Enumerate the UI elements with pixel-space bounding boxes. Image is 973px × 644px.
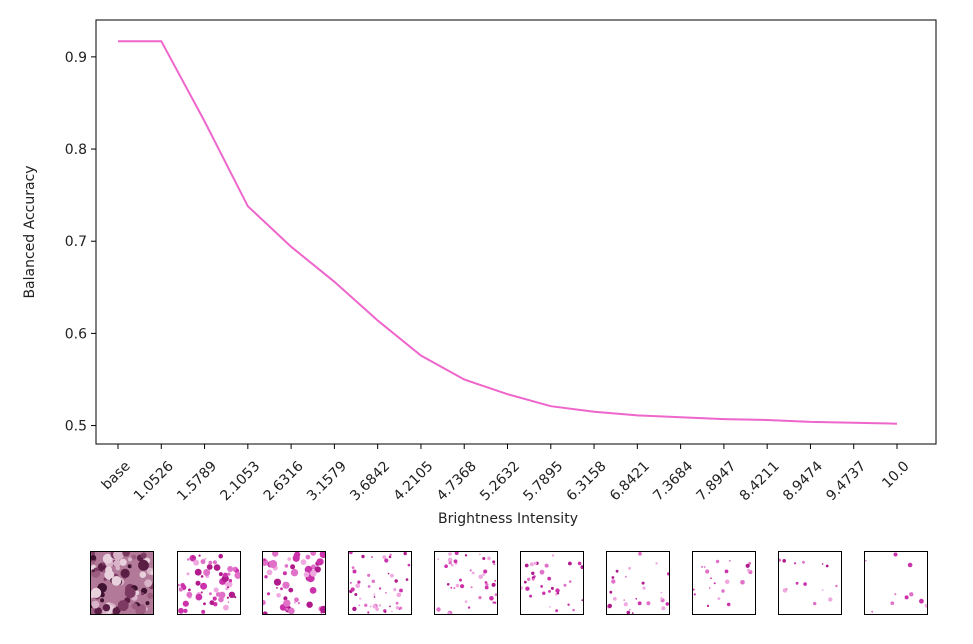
x-tick-label: 2.1053 bbox=[217, 458, 263, 504]
x-tick-label: 9.4737 bbox=[823, 458, 869, 504]
x-tick-label: 8.9474 bbox=[780, 458, 826, 504]
series-lines bbox=[117, 40, 898, 425]
y-tick-label: 0.6 bbox=[65, 326, 87, 342]
x-tick-label: 6.8421 bbox=[607, 458, 653, 504]
x-tick-label: 8.4211 bbox=[737, 458, 783, 504]
x-tick-label: 10.0 bbox=[879, 458, 912, 491]
x-tick-label: 4.2105 bbox=[391, 458, 437, 504]
x-tick-label: 6.3158 bbox=[564, 458, 610, 504]
x-axis: base1.05261.57892.10532.63163.15793.6842… bbox=[99, 444, 913, 504]
plot-area bbox=[95, 19, 937, 445]
series-line bbox=[118, 40, 898, 425]
x-tick-label: 4.7368 bbox=[434, 458, 480, 504]
y-axis-label: Balanced Accuracy bbox=[22, 165, 38, 298]
x-tick-label: 7.8947 bbox=[694, 458, 740, 504]
x-tick-label: 1.0526 bbox=[131, 458, 177, 504]
y-tick-label: 0.7 bbox=[65, 234, 87, 250]
x-tick-label: 5.7895 bbox=[520, 458, 566, 504]
y-tick-label: 0.8 bbox=[65, 142, 87, 158]
x-tick-label: 7.3684 bbox=[650, 458, 696, 504]
x-tick-label: 1.5789 bbox=[174, 458, 220, 504]
y-axis: 0.5 0.6 0.7 0.8 0.9 bbox=[65, 50, 96, 435]
x-tick-label: 5.2632 bbox=[477, 458, 523, 504]
x-tick-label: 3.1579 bbox=[304, 458, 350, 504]
x-axis-label: Brightness Intensity bbox=[438, 511, 578, 527]
x-tick-label: 2.6316 bbox=[261, 458, 307, 504]
x-tick-label: base bbox=[99, 458, 134, 493]
x-tick-label: 3.6842 bbox=[347, 458, 393, 504]
y-tick-label: 0.5 bbox=[65, 419, 87, 435]
y-tick-label: 0.9 bbox=[65, 50, 87, 66]
